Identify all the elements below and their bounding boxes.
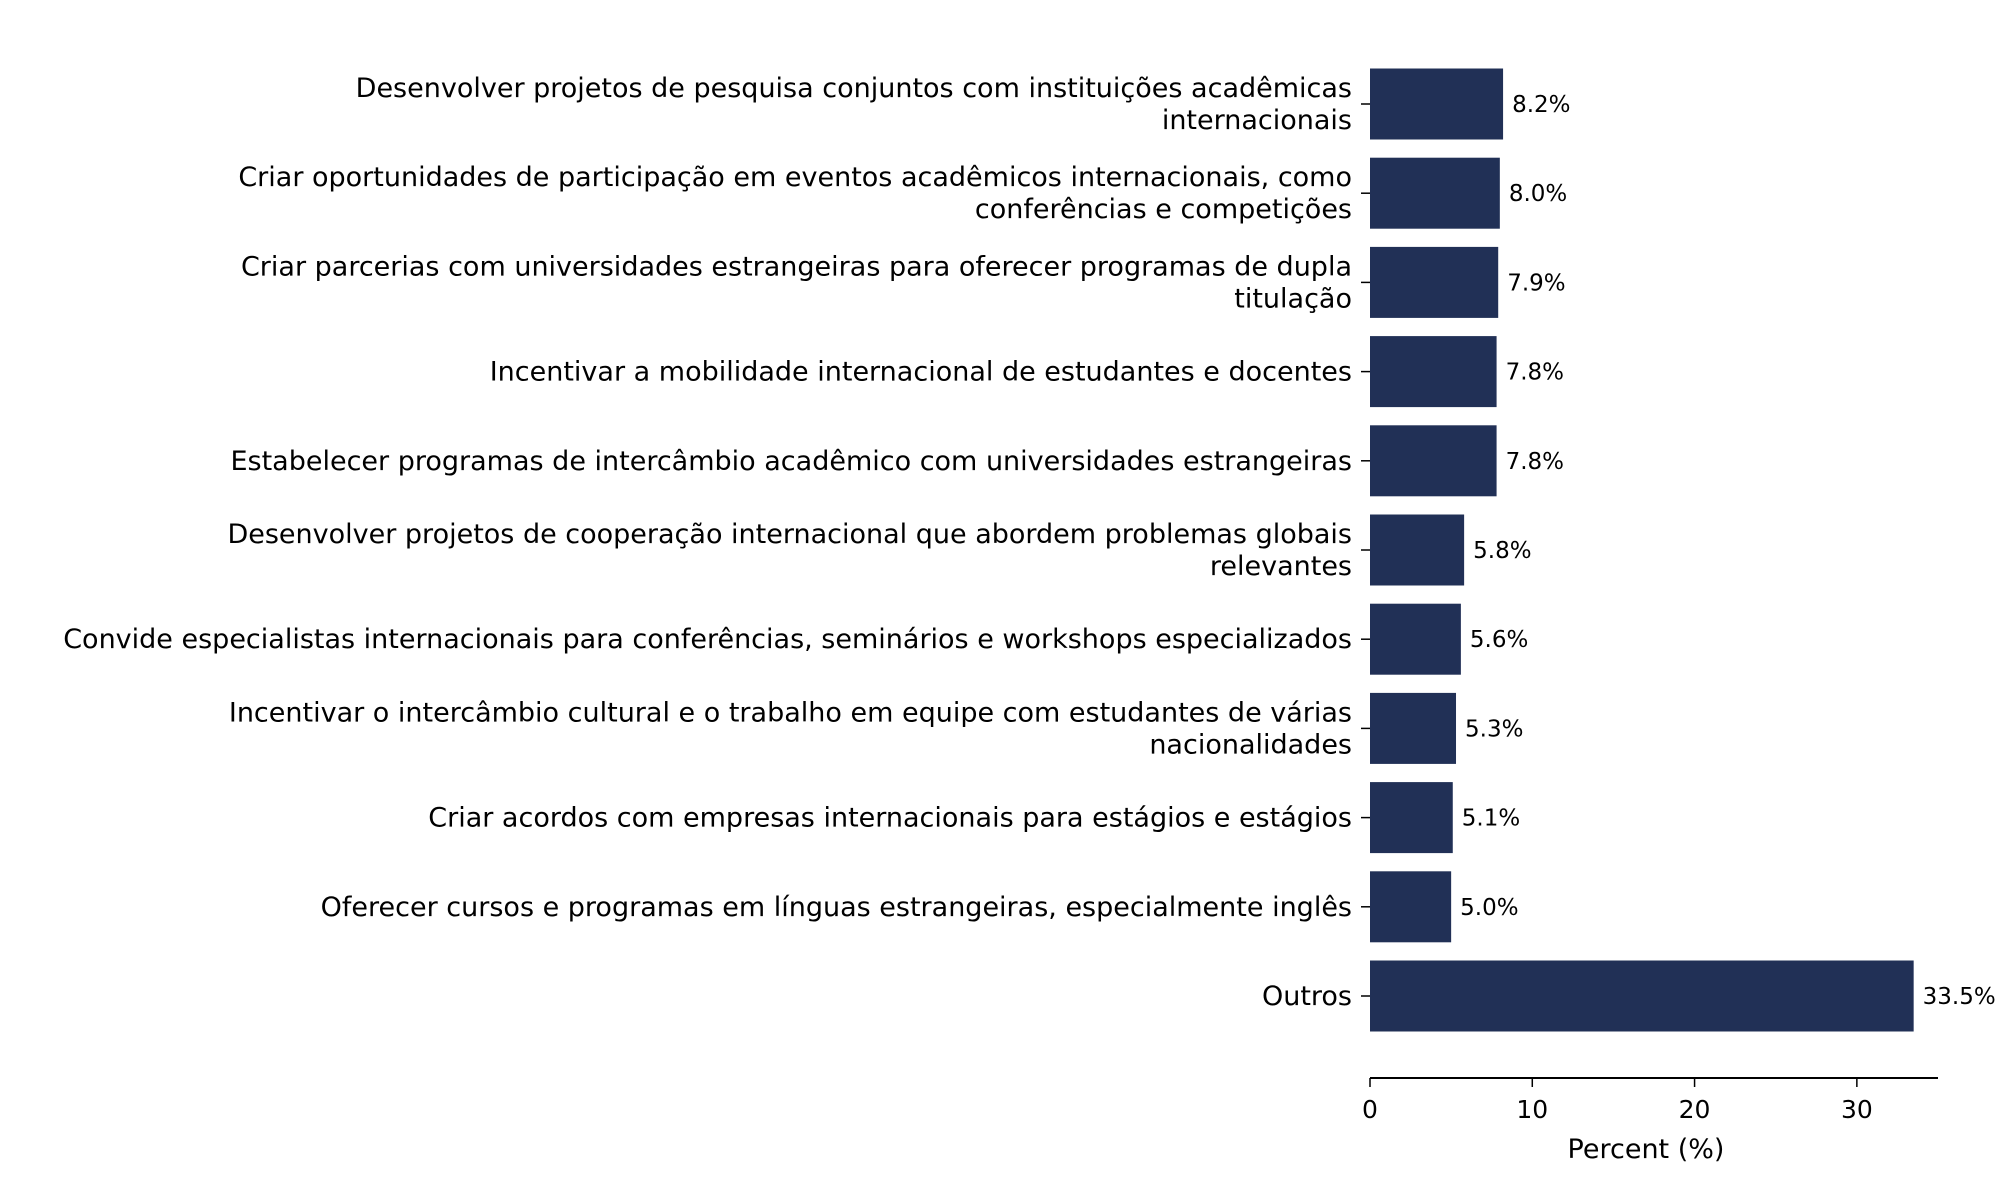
- category-label-8-line-0: Criar acordos com empresas internacionai…: [428, 803, 1352, 834]
- bar-10: [1370, 960, 1914, 1032]
- category-label-6: Convide especialistas internacionais par…: [63, 624, 1352, 655]
- category-label-9: Oferecer cursos e programas em línguas e…: [321, 892, 1352, 923]
- category-label-1-line-0: Criar oportunidades de participação em e…: [238, 162, 1352, 193]
- value-label-10: 33.5%: [1923, 984, 1996, 1010]
- category-label-2-line-1: titulação: [1234, 283, 1352, 314]
- category-label-3-line-0: Incentivar a mobilidade internacional de…: [490, 357, 1352, 388]
- bar-1: [1370, 157, 1500, 229]
- x-axis-title: Percent (%): [1568, 1134, 1725, 1165]
- category-label-0-line-1: internacionais: [1162, 105, 1352, 136]
- bars-layer: [1370, 68, 1914, 1032]
- value-label-1: 8.0%: [1509, 181, 1567, 207]
- value-label-0: 8.2%: [1512, 92, 1570, 118]
- bar-7: [1370, 692, 1457, 764]
- category-label-2: Criar parcerias com universidades estran…: [241, 251, 1352, 314]
- category-label-1-line-1: conferências e competições: [975, 194, 1352, 225]
- category-label-7: Incentivar o intercâmbio cultural e o tr…: [229, 697, 1352, 760]
- category-label-1: Criar oportunidades de participação em e…: [238, 162, 1352, 225]
- category-label-6-line-0: Convide especialistas internacionais par…: [63, 624, 1352, 655]
- category-label-5: Desenvolver projetos de cooperação inter…: [227, 519, 1352, 582]
- x-axis: 0 10 20 30: [1361, 103, 1938, 1124]
- x-tick-label-3: 30: [1841, 1095, 1873, 1124]
- value-label-6: 5.6%: [1470, 627, 1528, 653]
- category-label-0: Desenvolver projetos de pesquisa conjunt…: [356, 73, 1352, 136]
- category-label-5-line-1: relevantes: [1210, 551, 1352, 582]
- value-labels: 8.2% 8.0% 7.9% 7.8% 7.8% 5.8% 5.6% 5.3% 5.1% 5.0%…: [1460, 92, 1996, 1010]
- category-label-10: Outros: [1262, 981, 1352, 1012]
- category-label-9-line-0: Oferecer cursos e programas em línguas e…: [321, 892, 1352, 923]
- bar-3: [1370, 336, 1497, 408]
- bar-5: [1370, 514, 1465, 586]
- category-label-5-line-0: Desenvolver projetos de cooperação inter…: [227, 519, 1352, 550]
- value-label-2: 7.9%: [1507, 270, 1565, 296]
- bar-0: [1370, 68, 1504, 140]
- bar-4: [1370, 425, 1497, 497]
- x-tick-label-2: 20: [1679, 1095, 1711, 1124]
- category-label-8: Criar acordos com empresas internacionai…: [428, 803, 1352, 834]
- category-label-7-line-1: nacionalidades: [1149, 729, 1352, 760]
- value-label-9: 5.0%: [1460, 895, 1518, 921]
- value-label-8: 5.1%: [1462, 806, 1520, 832]
- category-label-4-line-0: Estabelecer programas de intercâmbio aca…: [230, 446, 1352, 477]
- category-label-0-line-0: Desenvolver projetos de pesquisa conjunt…: [356, 73, 1352, 104]
- category-labels: Desenvolver projetos de pesquisa conjunt…: [63, 73, 1352, 1012]
- bar-2: [1370, 246, 1499, 318]
- value-label-7: 5.3%: [1465, 716, 1523, 742]
- category-label-7-line-0: Incentivar o intercâmbio cultural e o tr…: [229, 697, 1352, 728]
- category-label-4: Estabelecer programas de intercâmbio aca…: [230, 446, 1352, 477]
- value-label-5: 5.8%: [1473, 538, 1531, 564]
- bar-9: [1370, 871, 1452, 943]
- category-label-3: Incentivar a mobilidade internacional de…: [490, 357, 1352, 388]
- bar-8: [1370, 782, 1453, 854]
- x-tick-label-1: 10: [1516, 1095, 1548, 1124]
- category-label-2-line-0: Criar parcerias com universidades estran…: [241, 251, 1352, 282]
- x-tick-label-0: 0: [1362, 1095, 1378, 1124]
- bar-6: [1370, 603, 1461, 675]
- category-label-10-line-0: Outros: [1262, 981, 1352, 1012]
- value-label-4: 7.8%: [1506, 449, 1564, 475]
- value-label-3: 7.8%: [1506, 360, 1564, 386]
